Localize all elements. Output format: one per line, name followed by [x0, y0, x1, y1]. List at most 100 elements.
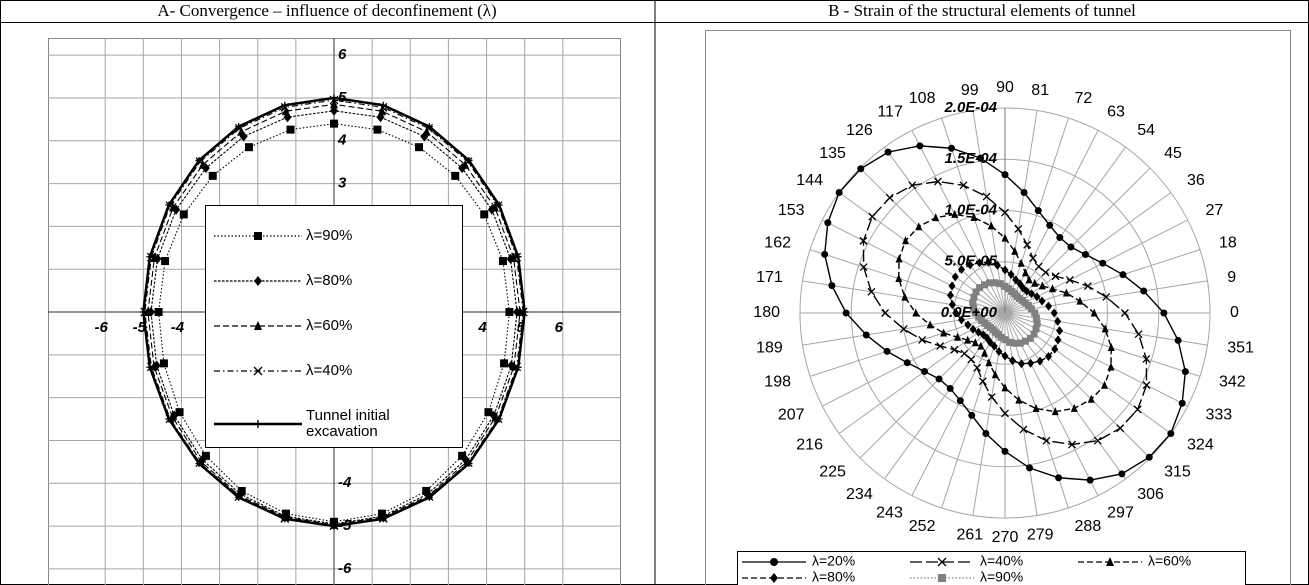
marker	[505, 308, 514, 316]
marker	[495, 415, 503, 423]
marker	[1028, 254, 1037, 263]
marker	[908, 181, 917, 190]
category-label: 162	[764, 235, 791, 252]
marker	[1107, 343, 1115, 352]
marker	[966, 260, 974, 270]
marker	[1020, 189, 1028, 197]
spoke	[972, 110, 1006, 314]
legend-label: λ=80%	[812, 569, 855, 585]
marker	[901, 292, 909, 301]
marker	[770, 573, 778, 583]
y-tick-label: 4	[337, 132, 347, 149]
marker	[978, 377, 987, 386]
category-label: 135	[819, 145, 846, 162]
marker	[985, 358, 993, 367]
marker	[1134, 330, 1143, 339]
category-label: 117	[877, 104, 903, 121]
category-label: 171	[756, 269, 783, 286]
legend: λ=20% λ=40% λ=60% λ=80% λ=90%	[737, 551, 1246, 585]
marker	[253, 366, 263, 376]
marker	[1001, 351, 1009, 361]
marker	[195, 460, 203, 468]
category-label: 63	[1107, 104, 1125, 121]
marker	[1030, 330, 1038, 338]
marker	[330, 522, 338, 530]
marker	[968, 411, 976, 419]
marker	[991, 370, 999, 379]
plot: 90 81 726354453627189035134233332431530629…	[753, 79, 1254, 546]
marker	[1044, 351, 1052, 361]
marker	[1032, 325, 1040, 333]
marker	[970, 293, 978, 301]
marker	[982, 429, 990, 437]
marker	[1083, 282, 1092, 291]
marker	[146, 253, 154, 261]
marker	[146, 363, 154, 371]
marker	[946, 290, 954, 300]
marker	[973, 363, 982, 372]
marker	[921, 367, 929, 375]
marker	[1041, 268, 1050, 277]
marker	[1006, 338, 1014, 346]
marker	[1033, 319, 1041, 327]
category-label: 270	[992, 529, 1019, 546]
legend-label: Tunnel initial excavation	[306, 407, 390, 440]
category-label: 18	[1219, 235, 1237, 252]
marker	[975, 258, 983, 268]
marker	[139, 308, 147, 316]
y-tick-label: 6	[338, 46, 347, 63]
marker	[976, 154, 984, 162]
category-label: 288	[1075, 518, 1102, 535]
marker	[981, 281, 989, 289]
category-label: 189	[756, 339, 783, 356]
spoke	[1004, 312, 1151, 459]
legend-label: λ=60%	[1148, 553, 1191, 569]
marker	[1087, 394, 1095, 403]
marker	[881, 309, 890, 317]
marker	[1001, 233, 1009, 242]
marker	[1001, 208, 1009, 217]
x-tick-label: -4	[171, 319, 185, 336]
marker	[1017, 359, 1025, 369]
marker	[868, 212, 877, 221]
category-label: 90	[996, 79, 1014, 96]
category-label: 261	[956, 526, 983, 543]
marker	[1001, 171, 1009, 179]
x-tick-label: -5	[133, 319, 147, 336]
marker	[1140, 287, 1148, 295]
marker	[1015, 395, 1023, 404]
marker	[1001, 409, 1009, 418]
marker	[1174, 336, 1182, 344]
legend-label: λ=90%	[306, 227, 353, 244]
spoke	[859, 167, 1006, 314]
marker	[971, 309, 979, 317]
marker	[159, 359, 168, 368]
category-label: 306	[1137, 486, 1164, 503]
spoke	[1004, 110, 1038, 314]
marker	[1181, 368, 1189, 376]
marker	[1001, 282, 1009, 290]
marker	[952, 308, 960, 318]
marker	[422, 126, 431, 136]
marker	[957, 315, 965, 325]
legend-item: λ=40%	[210, 363, 456, 379]
r-tick-label: 1.5E-04	[944, 150, 997, 167]
marker	[824, 219, 832, 227]
marker	[991, 279, 999, 287]
marker	[885, 193, 894, 202]
marker	[1038, 281, 1046, 290]
marker	[514, 253, 522, 261]
marker	[244, 143, 253, 152]
marker	[165, 201, 173, 209]
marker	[1001, 265, 1009, 275]
marker	[883, 347, 891, 355]
marker	[490, 202, 499, 212]
category-label: 99	[961, 82, 979, 99]
marker	[254, 276, 262, 286]
marker	[971, 338, 979, 347]
category-label: 108	[909, 90, 936, 107]
marker	[987, 221, 995, 230]
marker	[1019, 425, 1028, 434]
marker	[1068, 440, 1076, 449]
